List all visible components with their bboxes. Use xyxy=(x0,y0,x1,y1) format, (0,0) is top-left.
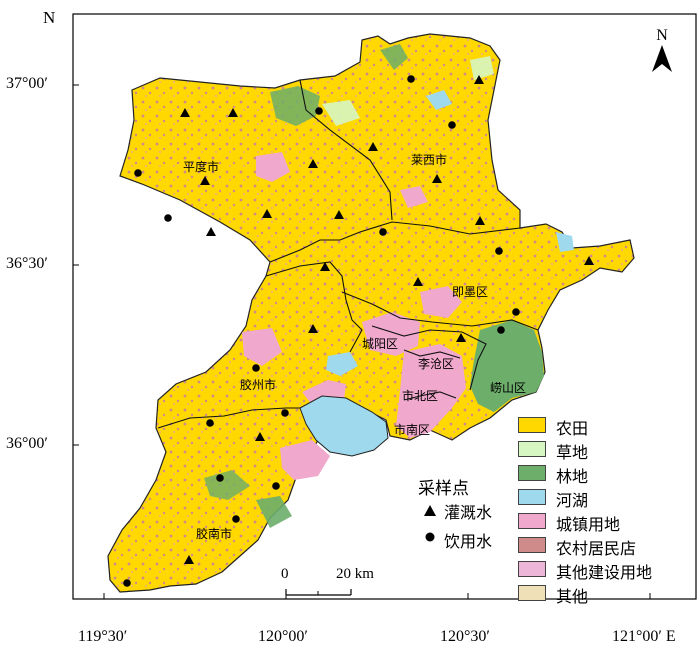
region-grassland xyxy=(322,56,494,126)
legend-swatch-urban xyxy=(518,513,546,529)
scale-bar-end: 20 km xyxy=(336,566,374,582)
north-arrow-label: N xyxy=(656,27,668,44)
lon-label-2: 120°00′ xyxy=(258,628,308,645)
lat-label-bottom: 36°00′ xyxy=(6,435,48,452)
label-shinan: 市南区 xyxy=(394,422,430,437)
north-arrow-icon: N xyxy=(652,27,672,72)
label-jimo: 即墨区 xyxy=(452,285,488,299)
legend-swatch-water xyxy=(518,489,546,505)
label-jiaonan: 胶南市 xyxy=(196,526,232,541)
district-boundaries xyxy=(157,79,539,429)
legend-label-urban: 城镇用地 xyxy=(556,515,621,534)
label-shibei: 市北区 xyxy=(402,388,438,403)
scale-bar-start: 0 xyxy=(281,566,289,582)
lon-label-3: 120°30′ xyxy=(440,628,490,645)
label-licang: 李沧区 xyxy=(418,356,454,371)
region-forest xyxy=(204,44,544,528)
legend-swatch-rural xyxy=(518,537,546,553)
legend-swatch-farmland xyxy=(518,417,546,433)
legend-label-grassland: 草地 xyxy=(556,443,589,462)
region-water xyxy=(299,90,574,457)
north-label-top: N xyxy=(43,8,56,27)
sample-legend-drinking: 饮用水 xyxy=(444,532,493,551)
label-jiaozhou: 胶州市 xyxy=(240,377,276,392)
label-pingdu: 平度市 xyxy=(183,159,219,174)
irrigation-sample-points xyxy=(180,75,594,564)
lat-label-top: 37°00′ xyxy=(6,75,48,92)
label-chengyang: 城阳区 xyxy=(362,337,398,351)
label-laoshan: 崂山区 xyxy=(490,381,526,395)
legend-swatch-other-construction xyxy=(518,561,546,577)
legend-label-other-construction: 其他建设用地 xyxy=(556,563,653,582)
lat-label-mid: 36°30′ xyxy=(6,255,48,272)
scale-bar xyxy=(285,589,352,596)
legend-swatch-other xyxy=(518,585,546,601)
sample-legend-irrigation: 灌溉水 xyxy=(444,503,493,522)
district-labels: 平度市 莱西市 即墨区 城阳区 李沧区 胶州市 崂山区 市北区 市南区 胶南市 xyxy=(183,152,526,541)
legend-label-water: 河湖 xyxy=(556,491,589,510)
legend-swatch-forest xyxy=(518,465,546,481)
legend-swatch-grassland xyxy=(518,441,546,457)
frame-ticks xyxy=(73,84,651,599)
legend-label-other: 其他 xyxy=(556,587,589,606)
legend-label-forest: 林地 xyxy=(556,467,589,486)
label-laixi: 莱西市 xyxy=(411,152,447,167)
lon-label-4: 121°00′ E xyxy=(612,628,676,645)
legend-circle-icon xyxy=(425,532,435,542)
legend-label-rural: 农村居民店 xyxy=(556,539,637,558)
sample-legend-title: 采样点 xyxy=(418,479,469,499)
drinking-sample-points xyxy=(123,75,520,587)
legend-label-farmland: 农田 xyxy=(556,419,589,438)
lon-label-1: 119°30′ xyxy=(78,628,128,645)
legend-triangle-icon xyxy=(424,505,436,516)
